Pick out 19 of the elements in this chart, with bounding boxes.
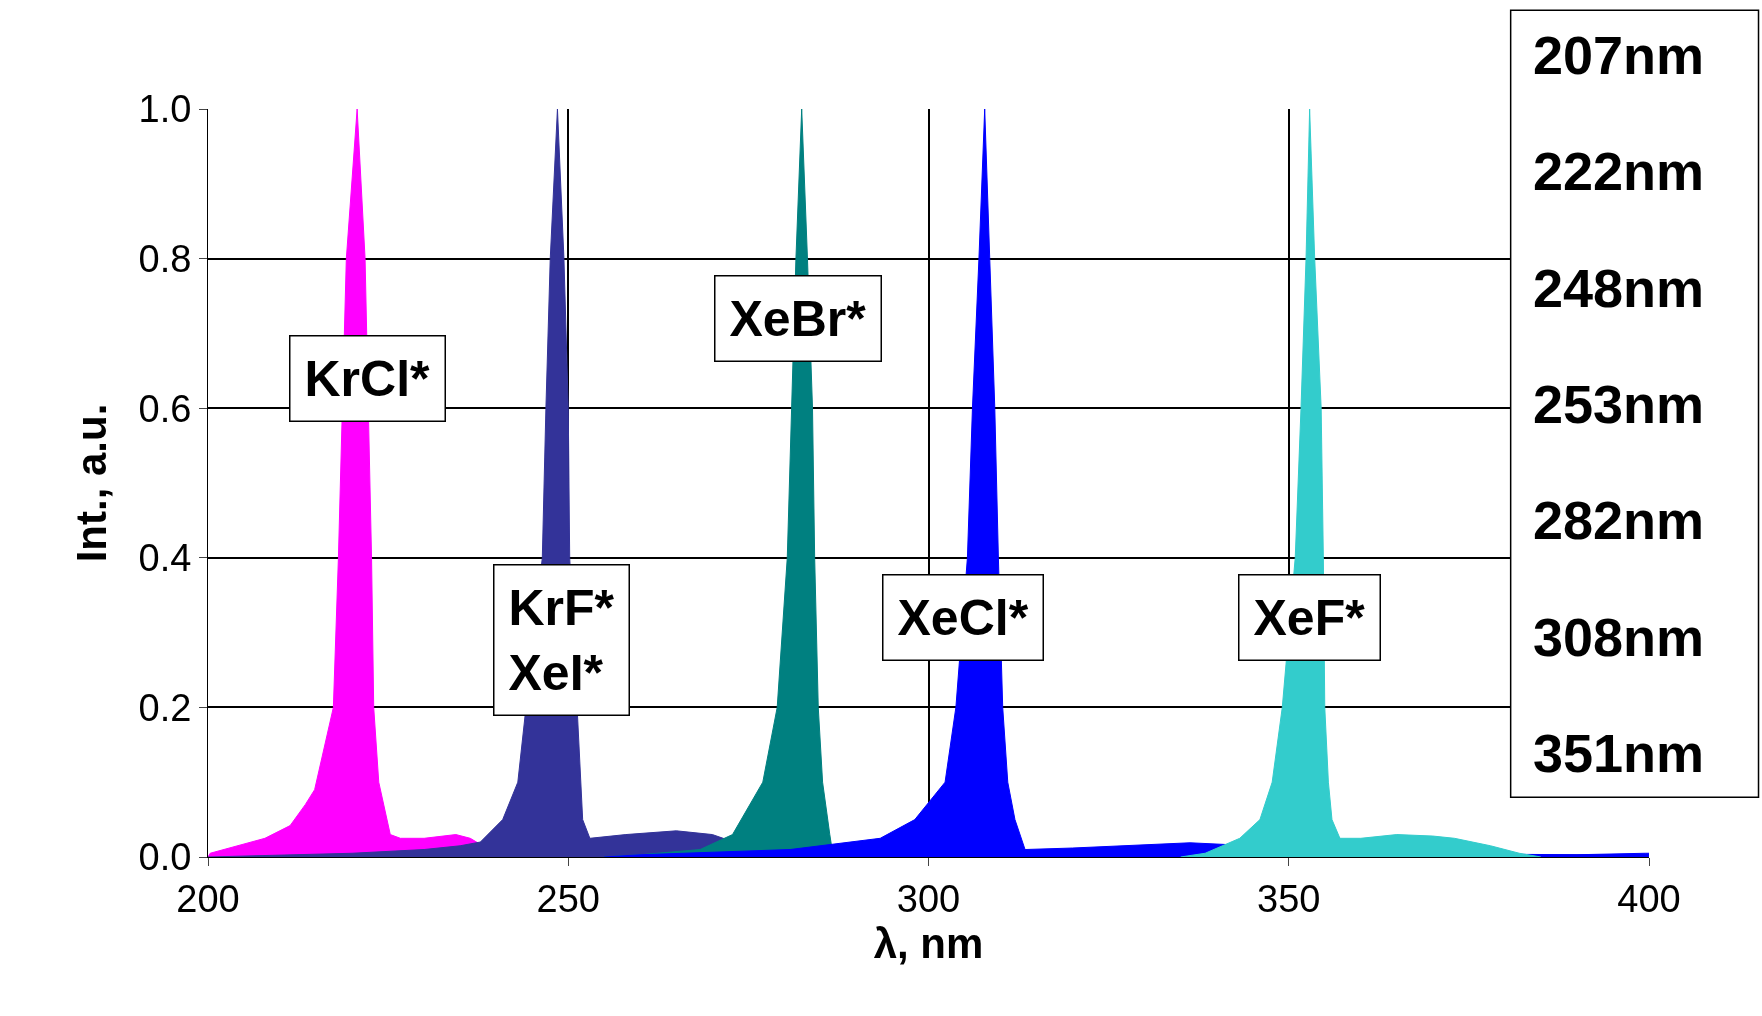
annotation: XeBr* [729,290,867,347]
y-tick-label: 0.8 [138,237,192,280]
annotation: XeCl* [897,589,1029,646]
x-axis-title: λ, nm [873,919,984,967]
y-axis-title: Int., a.u. [68,403,116,563]
x-tick-label: 400 [1617,877,1681,920]
y-tick-label: 0.6 [138,387,192,430]
y-tick-label: 0.0 [138,836,192,879]
x-tick-label: 200 [176,877,240,920]
y-tick-label: 0.2 [138,686,192,729]
x-tick-label: 300 [896,877,961,920]
annotation: KrCl* [304,350,431,407]
x-tick-label: 350 [1257,877,1321,920]
x-tick-label: 250 [536,877,600,920]
y-tick-label: 1.0 [138,88,192,131]
annotation: XeF* [1253,589,1366,646]
annotation: KrF* XeI* [508,579,615,701]
y-tick-label: 0.4 [138,537,192,580]
annotation: 207nm 222nm 248nm 253nm 282nm 308nm 351nm [1533,25,1705,783]
